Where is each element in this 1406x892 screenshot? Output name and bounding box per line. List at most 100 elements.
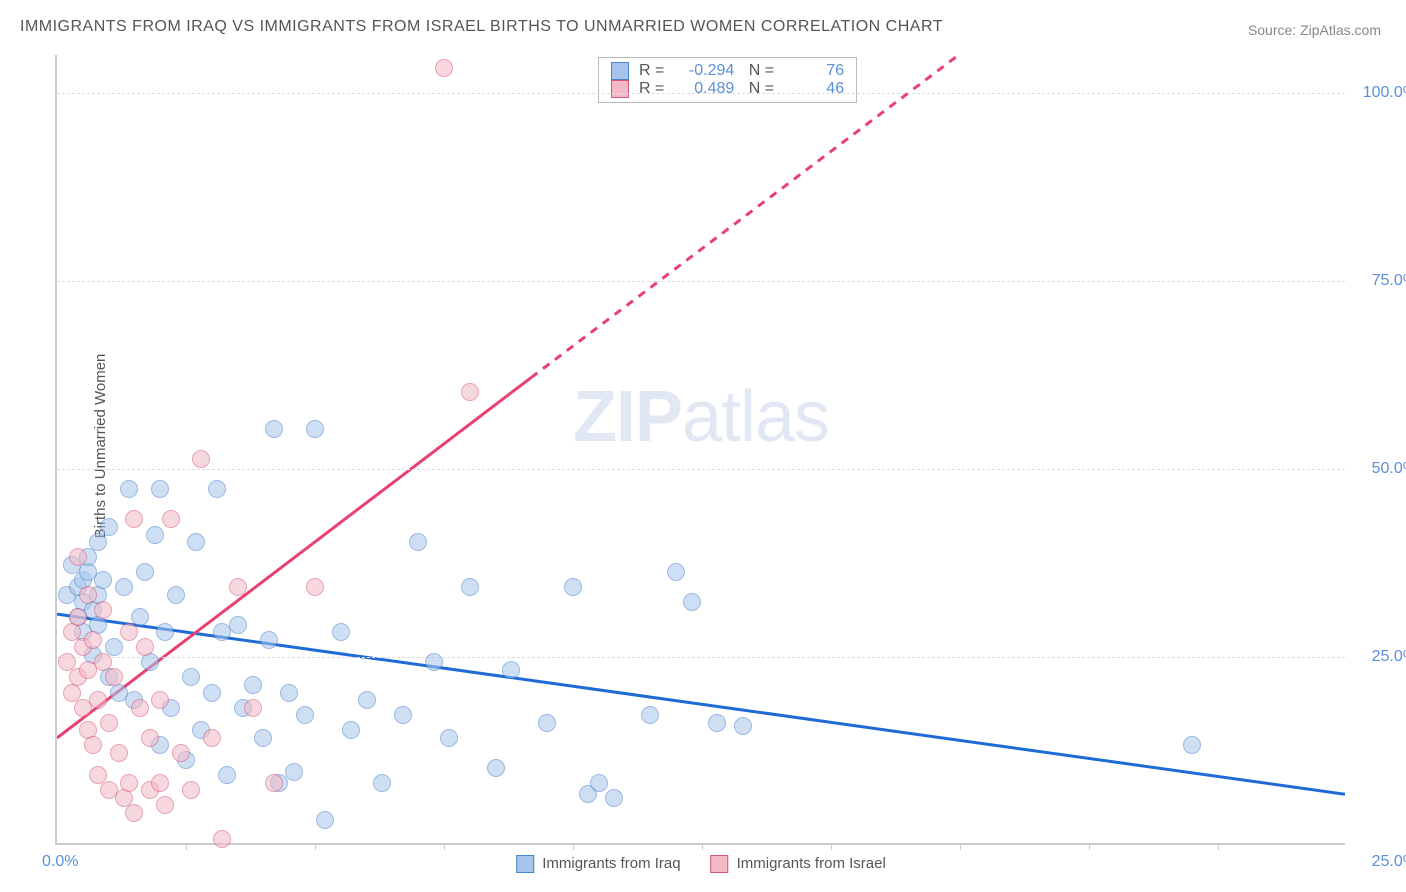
scatter-point: [213, 830, 231, 848]
scatter-point: [254, 729, 272, 747]
scatter-point: [229, 616, 247, 634]
x-axis-max-label: 25.0%: [1372, 853, 1406, 871]
x-tick: [186, 843, 187, 850]
scatter-point: [244, 699, 262, 717]
scatter-point: [265, 774, 283, 792]
x-tick: [315, 843, 316, 850]
legend-item-israel: Immigrants from Israel: [711, 855, 886, 873]
scatter-point: [342, 721, 360, 739]
scatter-point: [182, 781, 200, 799]
scatter-point: [167, 586, 185, 604]
scatter-point: [100, 714, 118, 732]
scatter-point: [151, 774, 169, 792]
scatter-point: [306, 420, 324, 438]
scatter-point: [151, 691, 169, 709]
scatter-point: [79, 586, 97, 604]
scatter-point: [156, 796, 174, 814]
scatter-point: [120, 623, 138, 641]
scatter-point: [373, 774, 391, 792]
scatter-point: [141, 729, 159, 747]
scatter-point: [229, 578, 247, 596]
scatter-point: [502, 661, 520, 679]
chart-title: IMMIGRANTS FROM IRAQ VS IMMIGRANTS FROM …: [20, 18, 943, 36]
x-tick: [1218, 843, 1219, 850]
scatter-point: [94, 601, 112, 619]
scatter-point: [590, 774, 608, 792]
scatter-point: [487, 759, 505, 777]
scatter-point: [69, 608, 87, 626]
y-tick-label: 25.0%: [1372, 648, 1406, 666]
y-tick-label: 75.0%: [1372, 272, 1406, 290]
scatter-point: [435, 59, 453, 77]
scatter-point: [187, 533, 205, 551]
scatter-point: [115, 578, 133, 596]
scatter-point: [260, 631, 278, 649]
correlation-stats-box: R =-0.294 N =76 R =0.489 N =46: [598, 57, 857, 103]
scatter-point: [89, 533, 107, 551]
scatter-point: [125, 804, 143, 822]
trend-lines-layer: [57, 55, 1345, 843]
scatter-point: [120, 774, 138, 792]
legend-swatch-israel-icon: [711, 855, 729, 873]
scatter-point: [203, 684, 221, 702]
scatter-point: [84, 736, 102, 754]
x-tick: [444, 843, 445, 850]
x-tick: [1089, 843, 1090, 850]
scatter-point: [182, 668, 200, 686]
stats-row-israel: R =0.489 N =46: [611, 80, 844, 98]
scatter-point: [94, 571, 112, 589]
scatter-point: [162, 510, 180, 528]
scatter-point: [440, 729, 458, 747]
scatter-point: [734, 717, 752, 735]
scatter-point: [683, 593, 701, 611]
x-tick: [702, 843, 703, 850]
x-tick: [960, 843, 961, 850]
swatch-israel-icon: [611, 80, 629, 98]
swatch-iraq-icon: [611, 62, 629, 80]
gridline: [57, 281, 1345, 282]
chart-plot-area: ZIPatlas R =-0.294 N =76 R =0.489 N =46 …: [55, 55, 1345, 845]
x-axis-min-label: 0.0%: [42, 853, 78, 871]
scatter-point: [605, 789, 623, 807]
y-tick-label: 100.0%: [1363, 84, 1406, 102]
scatter-point: [131, 699, 149, 717]
scatter-point: [136, 638, 154, 656]
scatter-point: [564, 578, 582, 596]
scatter-point: [316, 811, 334, 829]
scatter-point: [105, 668, 123, 686]
gridline: [57, 657, 1345, 658]
legend-swatch-iraq-icon: [516, 855, 534, 873]
n-value-israel: 46: [784, 80, 844, 98]
scatter-point: [425, 653, 443, 671]
scatter-point: [708, 714, 726, 732]
scatter-point: [146, 526, 164, 544]
scatter-point: [110, 744, 128, 762]
scatter-point: [461, 383, 479, 401]
y-tick-label: 50.0%: [1372, 460, 1406, 478]
scatter-point: [136, 563, 154, 581]
n-value-iraq: 76: [784, 62, 844, 80]
legend-item-iraq: Immigrants from Iraq: [516, 855, 680, 873]
gridline: [57, 93, 1345, 94]
scatter-point: [208, 480, 226, 498]
gridline: [57, 469, 1345, 470]
scatter-point: [538, 714, 556, 732]
scatter-point: [285, 763, 303, 781]
scatter-point: [332, 623, 350, 641]
scatter-point: [218, 766, 236, 784]
x-tick: [573, 843, 574, 850]
scatter-point: [265, 420, 283, 438]
x-tick: [831, 843, 832, 850]
scatter-point: [306, 578, 324, 596]
chart-legend: Immigrants from Iraq Immigrants from Isr…: [516, 855, 886, 873]
r-value-israel: 0.489: [674, 80, 734, 98]
scatter-point: [667, 563, 685, 581]
scatter-point: [69, 548, 87, 566]
scatter-point: [100, 518, 118, 536]
r-value-iraq: -0.294: [674, 62, 734, 80]
scatter-point: [296, 706, 314, 724]
scatter-point: [244, 676, 262, 694]
scatter-point: [409, 533, 427, 551]
scatter-point: [156, 623, 174, 641]
scatter-point: [125, 510, 143, 528]
